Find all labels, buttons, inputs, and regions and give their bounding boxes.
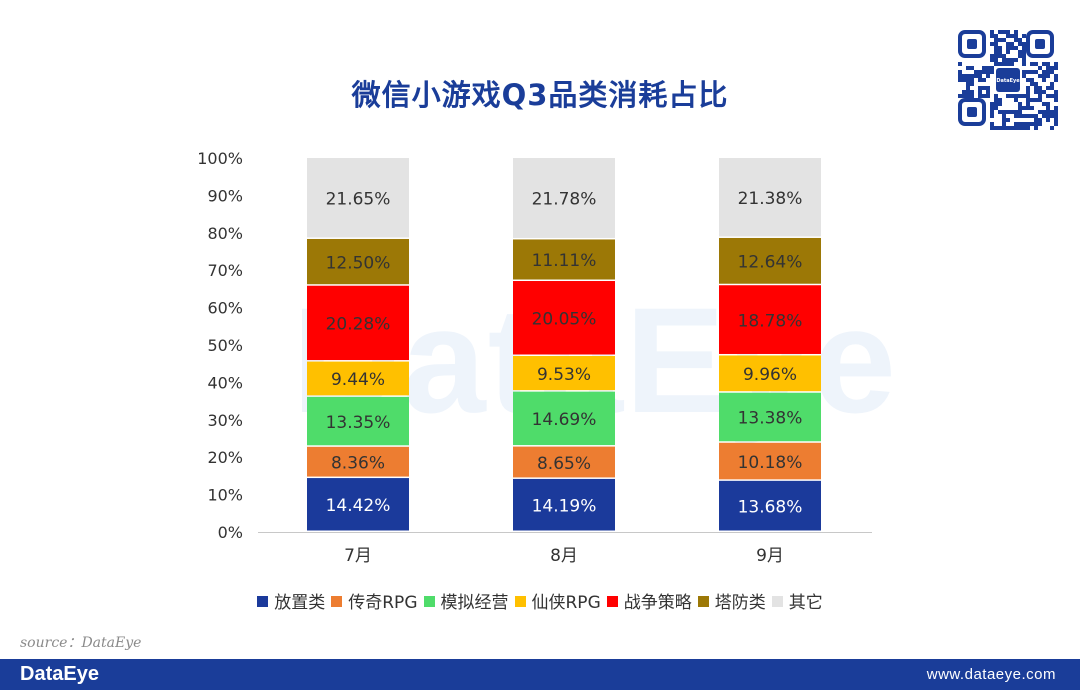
chart-title: 微信小游戏Q3品类消耗占比 [351, 78, 729, 112]
y-tick-label: 100% [197, 149, 243, 168]
legend-label: 模拟经营 [440, 593, 509, 613]
legend-swatch [771, 596, 783, 607]
bar-segment [307, 238, 409, 285]
data-label: 10.18% [738, 453, 803, 473]
data-label: 12.64% [738, 253, 803, 273]
data-label: 9.44% [331, 370, 385, 390]
legend-label: 战争策略 [623, 593, 692, 613]
bar-segment [719, 158, 821, 237]
data-label: 14.42% [326, 496, 391, 516]
data-label: 8.36% [331, 453, 385, 473]
qr-code: DataEye [958, 30, 1058, 130]
data-label: 20.05% [532, 310, 597, 330]
y-tick-label: 70% [207, 261, 243, 280]
data-label: 14.19% [532, 496, 597, 516]
y-tick-label: 0% [218, 523, 243, 542]
bar-segment [513, 281, 615, 355]
y-tick-label: 60% [207, 299, 243, 318]
legend-item: 塔防类 [697, 588, 766, 613]
data-label: 20.28% [326, 315, 391, 335]
legend-swatch [606, 596, 618, 607]
bar-segment [513, 239, 615, 280]
legend-item: 传奇RPG [331, 588, 418, 613]
x-tick-label: 7月 [344, 546, 372, 566]
data-label: 21.65% [326, 189, 391, 209]
legend-label: 放置类 [274, 593, 326, 613]
y-tick-label: 30% [207, 411, 243, 430]
legend-item: 其它 [771, 588, 823, 613]
bar-segment [307, 446, 409, 477]
legend-swatch [697, 596, 709, 607]
qr-finder [1026, 30, 1054, 58]
y-tick-label: 20% [207, 448, 243, 467]
bar-segment [719, 237, 821, 284]
y-tick-label: 50% [207, 336, 243, 355]
legend-item: 放置类 [257, 588, 325, 613]
bar-segment [513, 478, 615, 531]
bar-segment [513, 158, 615, 238]
chart-legend: 放置类 传奇RPG 模拟经营 仙侠RPG 战争策略 塔防类 其它 [0, 588, 1080, 613]
qr-finder [958, 30, 986, 58]
qr-logo-text: DataEye [996, 78, 1020, 84]
data-label: 21.38% [738, 189, 803, 209]
data-label: 9.96% [743, 365, 797, 385]
bar-segment [719, 480, 821, 531]
legend-swatch [257, 596, 269, 607]
data-label: 12.50% [326, 253, 391, 273]
legend-label: 仙侠RPG [531, 593, 601, 613]
bar-segment [307, 158, 409, 238]
data-label: 21.78% [532, 190, 597, 210]
y-tick-label: 40% [207, 373, 243, 392]
legend-label: 塔防类 [714, 593, 766, 613]
x-tick-label: 9月 [756, 546, 784, 566]
data-label: 9.53% [537, 365, 591, 385]
bar-segment [719, 355, 821, 392]
x-tick-label: 8月 [550, 546, 578, 566]
footer-bar: DataEye www.dataeye.com [0, 659, 1080, 690]
legend-item: 仙侠RPG [514, 588, 601, 613]
bar-segment [307, 478, 409, 531]
stacked-bar-chart: 0% 10% 20% 30% 40% 50% 60% 70% 80% 90% 100% 14.42% 8… [197, 149, 872, 566]
qr-logo [996, 68, 1020, 92]
source-note: source：DataEye [20, 635, 142, 651]
y-tick-label: 90% [207, 186, 243, 205]
bar-segment [307, 361, 409, 396]
legend-label: 传奇RPG [348, 593, 418, 613]
data-label: 13.35% [326, 413, 391, 433]
bar-segment [513, 446, 615, 478]
legend-label: 其它 [788, 593, 823, 613]
legend-item: 战争策略 [606, 588, 692, 613]
footer-logo: DataEye [20, 663, 99, 685]
bar-segment [719, 442, 821, 480]
legend-swatch [514, 596, 526, 607]
y-tick-label: 10% [207, 486, 243, 505]
footer-url[interactable]: www.dataeye.com [926, 666, 1056, 683]
qr-finder [958, 98, 986, 126]
data-label: 13.68% [738, 497, 803, 517]
data-label: 8.65% [537, 454, 591, 474]
bar-segment [307, 396, 409, 446]
y-tick-label: 80% [207, 224, 243, 243]
bar-segment [513, 355, 615, 391]
bar-segment [513, 391, 615, 446]
bar-segment [719, 392, 821, 442]
data-label: 13.38% [738, 409, 803, 429]
legend-item: 模拟经营 [423, 588, 509, 613]
data-label: 11.11% [532, 251, 597, 271]
data-label: 14.69% [532, 410, 597, 430]
bar-segment [307, 285, 409, 361]
legend-swatch [331, 596, 343, 607]
bar-segment [719, 285, 821, 354]
data-label: 18.78% [738, 311, 803, 331]
legend-swatch [423, 596, 435, 607]
